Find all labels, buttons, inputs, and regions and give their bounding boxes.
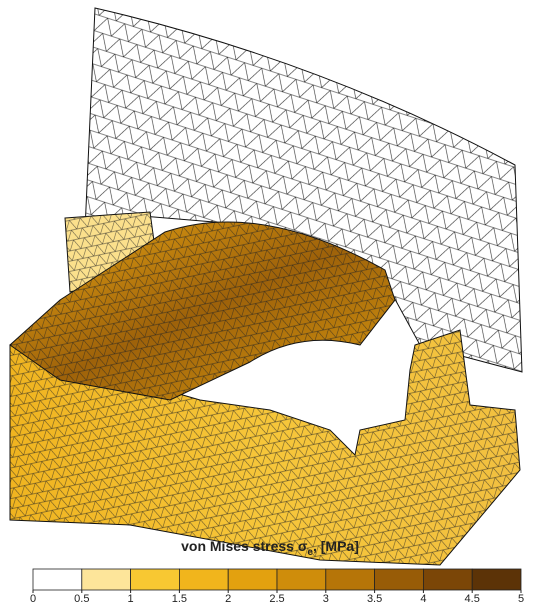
tick-label: 2 bbox=[225, 593, 231, 605]
mesh-overlay bbox=[10, 221, 395, 400]
title-main: von Mises stress σ bbox=[181, 538, 308, 554]
color-bin bbox=[374, 568, 424, 591]
tick-label: 1 bbox=[128, 593, 134, 605]
tick-label: 2.5 bbox=[269, 593, 284, 605]
color-bin bbox=[276, 568, 327, 591]
color-bin bbox=[325, 568, 375, 591]
title-subscript: e bbox=[307, 547, 313, 558]
color-bin bbox=[471, 568, 522, 591]
color-bin bbox=[422, 568, 473, 591]
color-bin bbox=[130, 568, 180, 591]
color-bin bbox=[178, 568, 229, 591]
color-bin bbox=[32, 568, 83, 591]
color-bin bbox=[227, 568, 278, 591]
title-suffix: , [MPa] bbox=[313, 538, 359, 554]
mesh-overlay bbox=[85, 8, 522, 372]
tick-label: 0.5 bbox=[74, 593, 89, 605]
color-bin bbox=[81, 568, 132, 591]
tick-label: 4.5 bbox=[465, 593, 480, 605]
tick-label: 3.5 bbox=[367, 593, 382, 605]
colorbar-title: von Mises stress σe, [MPa] bbox=[181, 538, 359, 558]
tick-label: 1.5 bbox=[172, 593, 187, 605]
fem-mesh bbox=[9, 7, 523, 566]
tick-label: 3 bbox=[323, 593, 329, 605]
colorbar: 0 0.5 1 1.5 2 2.5 3 3.5 4 4.5 5 bbox=[30, 568, 524, 605]
tick-label: 5 bbox=[518, 593, 524, 605]
tick-label: 4 bbox=[420, 593, 426, 605]
tick-label: 0 bbox=[30, 593, 36, 605]
